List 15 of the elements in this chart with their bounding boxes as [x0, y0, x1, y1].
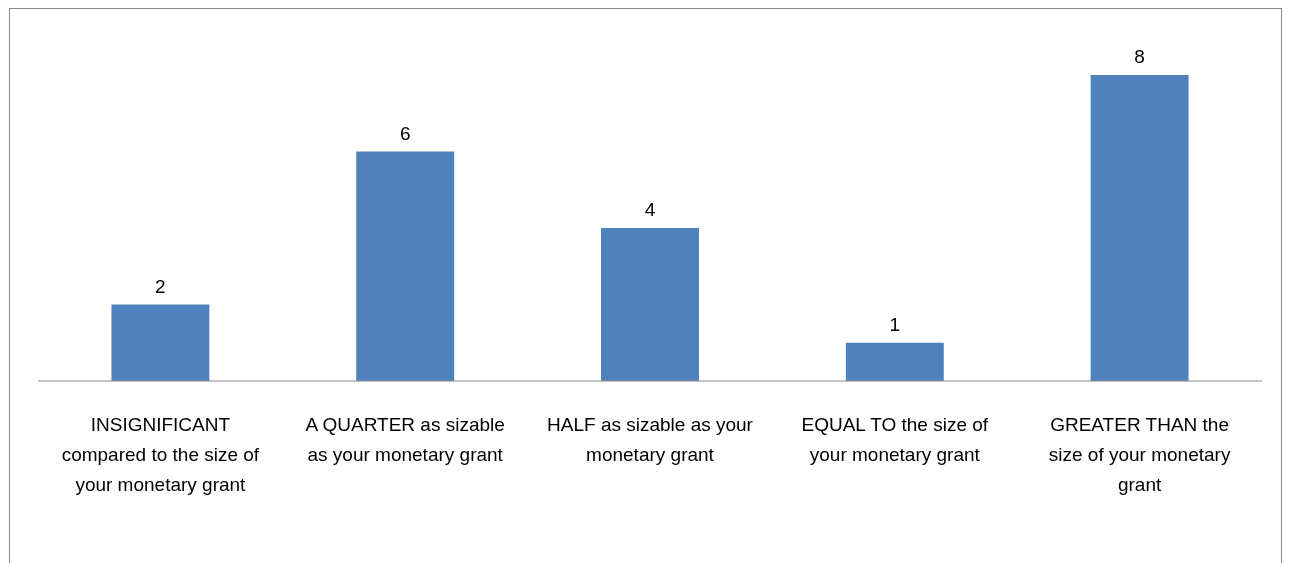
bar — [601, 228, 699, 381]
bar — [356, 151, 455, 381]
bar — [845, 342, 944, 381]
x-tick-label: INSIGNIFICANT compared to the size of your monetary grant — [61, 414, 260, 495]
x-tick-label: A QUARTER as sizable as your monetary grant — [305, 414, 505, 465]
data-label: 8 — [1134, 46, 1145, 67]
x-tick-label: EQUAL TO the size of your monetary grant — [801, 414, 989, 465]
x-tick-label: GREATER THAN the size of your monetary grant — [1048, 414, 1231, 495]
data-label: 1 — [889, 313, 901, 335]
x-tick-label: HALF as sizable as your monetary grant — [547, 414, 754, 465]
bar — [111, 304, 210, 381]
data-label: 2 — [155, 275, 166, 297]
data-label: 6 — [399, 122, 411, 144]
data-label: 4 — [644, 199, 656, 220]
bar — [1090, 75, 1189, 381]
